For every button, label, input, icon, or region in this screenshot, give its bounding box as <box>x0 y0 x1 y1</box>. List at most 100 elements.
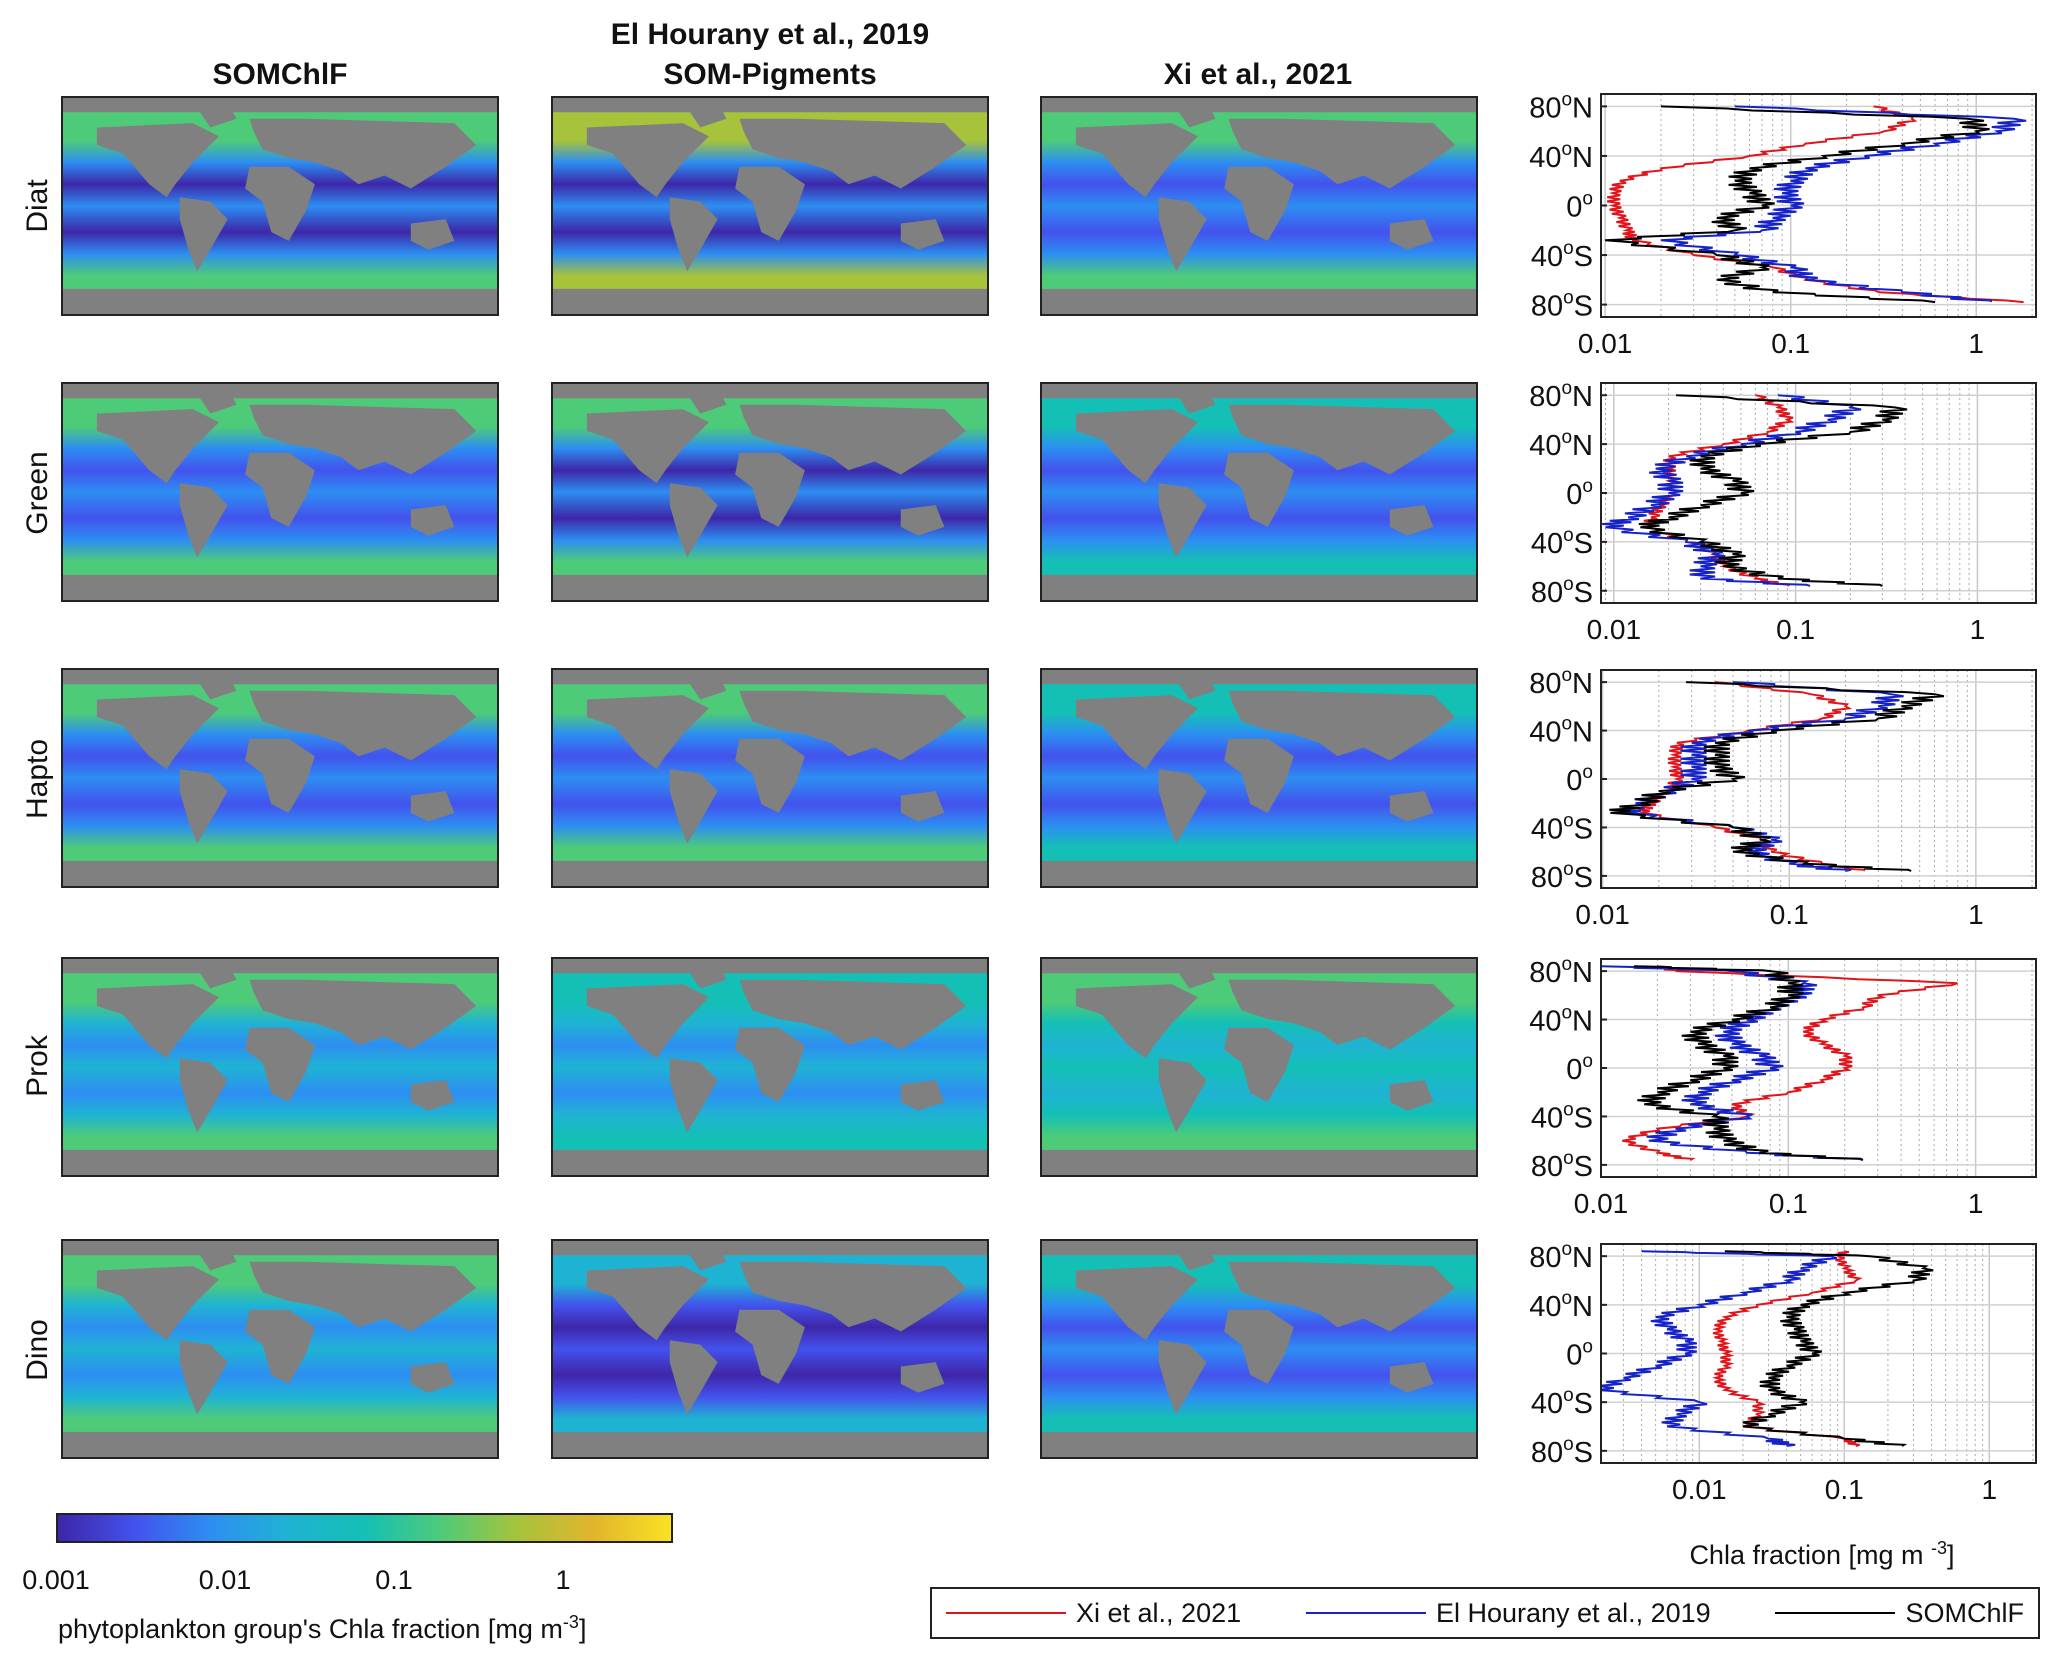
column-title-xi: Xi et al., 2021 <box>1163 58 1353 91</box>
land-mass <box>1228 404 1456 475</box>
land-mass <box>1041 288 1477 315</box>
land-mass <box>739 690 967 761</box>
land-mass <box>552 383 988 399</box>
colorbar-tick: 1 <box>555 1565 571 1595</box>
land-mass <box>1389 1080 1434 1111</box>
land-mass <box>179 483 228 558</box>
profile-prok: 80oN 40oN 0o 40oS 80oS 0.01 0.1 1 <box>1529 954 2037 1219</box>
land-mass <box>245 738 315 813</box>
map-frame <box>551 382 989 602</box>
series-line-el-hourany-et-al-2019 <box>1602 394 1862 587</box>
x-tick-label: 0.01 <box>1574 1188 1629 1219</box>
land-mass <box>62 574 498 601</box>
x-tick-label: 0.01 <box>1575 899 1630 930</box>
land-mass <box>1228 979 1456 1050</box>
land-mass <box>1389 219 1434 250</box>
map-green-0 <box>61 382 499 602</box>
land-mass <box>1075 984 1198 1059</box>
legend-line-red <box>946 1612 1066 1614</box>
series-line-xi-et-al-2021 <box>1622 965 1958 1161</box>
land-mass <box>739 1261 967 1332</box>
map-dino-0 <box>61 1239 499 1459</box>
land-mass <box>62 288 498 315</box>
y-tick-label: 0o <box>1566 1051 1593 1086</box>
series-line-somchlf <box>1609 681 1945 872</box>
map-frame <box>61 1239 499 1459</box>
land-mass <box>62 1431 498 1458</box>
profile-diat: 80oN 40oN 0o 40oS 80oS 0.01 0.1 1 <box>1529 89 2037 359</box>
profile-green: 80oN 40oN 0o 40oS 80oS 0.01 0.1 1 <box>1529 378 2037 645</box>
x-tick-label: 1 <box>1968 328 1984 359</box>
y-tick-label: 40oN <box>1529 139 1593 174</box>
map-diat-1 <box>551 96 989 316</box>
land-mass <box>900 1080 945 1111</box>
profiles-xlabel-text: Chla fraction [mg m <box>1689 1540 1924 1570</box>
land-mass <box>1228 690 1456 761</box>
legend-label: Xi et al., 2021 <box>1076 1597 1242 1628</box>
profiles-xlabel-sup: -3 <box>1931 1538 1948 1558</box>
x-tick-label: 1 <box>1968 899 1984 930</box>
y-tick-label: 40oN <box>1529 1003 1593 1038</box>
map-diat-0 <box>61 96 499 316</box>
profiles-xlabel: Chla fraction [mg m -3] <box>1689 1538 1954 1571</box>
land-mass <box>739 979 967 1050</box>
y-tick-label: 40oS <box>1531 1385 1593 1420</box>
colorbar-label-text: phytoplankton group's Chla fraction [mg … <box>58 1614 563 1644</box>
land-mass <box>1158 1058 1207 1133</box>
land-mass <box>1228 1261 1456 1332</box>
land-mass <box>1158 197 1207 272</box>
land-mass <box>1389 505 1434 536</box>
land-mass <box>735 166 805 241</box>
land-mass <box>735 1027 805 1102</box>
land-mass <box>1389 791 1434 822</box>
y-tick-label: 0o <box>1566 189 1593 224</box>
land-mass <box>669 197 718 272</box>
map-frame <box>61 382 499 602</box>
legend: Xi et al., 2021 El Hourany et al., 2019 … <box>930 1587 2040 1639</box>
legend-item-xi: Xi et al., 2021 <box>946 1598 1241 1629</box>
legend-item-el-hourany: El Hourany et al., 2019 <box>1305 1598 1711 1629</box>
land-mass <box>410 1362 455 1393</box>
land-mass <box>410 1080 455 1111</box>
land-mass <box>552 97 988 113</box>
land-mass <box>669 769 718 844</box>
land-mass <box>62 669 498 685</box>
x-tick-label: 0.1 <box>1771 328 1810 359</box>
legend-line-black <box>1775 1612 1896 1614</box>
land-mass <box>1224 1027 1294 1102</box>
y-tick-label: 80oS <box>1531 288 1593 323</box>
x-tick-label: 0.01 <box>1578 328 1633 359</box>
series-line-xi-et-al-2021 <box>1607 105 2024 304</box>
land-mass <box>586 409 709 484</box>
land-mass <box>1158 769 1207 844</box>
land-mass <box>1041 1431 1477 1458</box>
land-mass <box>1041 860 1477 887</box>
land-mass <box>62 383 498 399</box>
map-frame <box>61 668 499 888</box>
profiles-xlabel-end: ] <box>1947 1540 1955 1570</box>
land-mass <box>552 958 988 974</box>
map-frame <box>1040 1239 1478 1459</box>
colorbar-tick: 0.1 <box>375 1565 413 1595</box>
land-mass <box>62 958 498 974</box>
land-mass <box>96 984 219 1059</box>
land-mass <box>96 409 219 484</box>
land-mass <box>552 669 988 685</box>
land-mass <box>586 984 709 1059</box>
map-diat-2 <box>1040 96 1478 316</box>
y-tick-label: 80oN <box>1529 89 1593 124</box>
map-prok-1 <box>551 957 989 1177</box>
series-line-xi-et-al-2021 <box>1712 1250 1863 1447</box>
map-hapto-2 <box>1040 668 1478 888</box>
land-mass <box>1075 695 1198 770</box>
land-mass <box>179 1340 228 1415</box>
map-frame <box>551 668 989 888</box>
y-tick-label: 40oS <box>1531 238 1593 273</box>
land-mass <box>245 1309 315 1384</box>
x-tick-label: 0.1 <box>1776 614 1815 645</box>
series-line-el-hourany-et-al-2019 <box>1601 1250 1838 1447</box>
land-mass <box>410 505 455 536</box>
land-mass <box>62 1149 498 1176</box>
legend-item-somchlf: SOMChlF <box>1775 1598 2024 1629</box>
